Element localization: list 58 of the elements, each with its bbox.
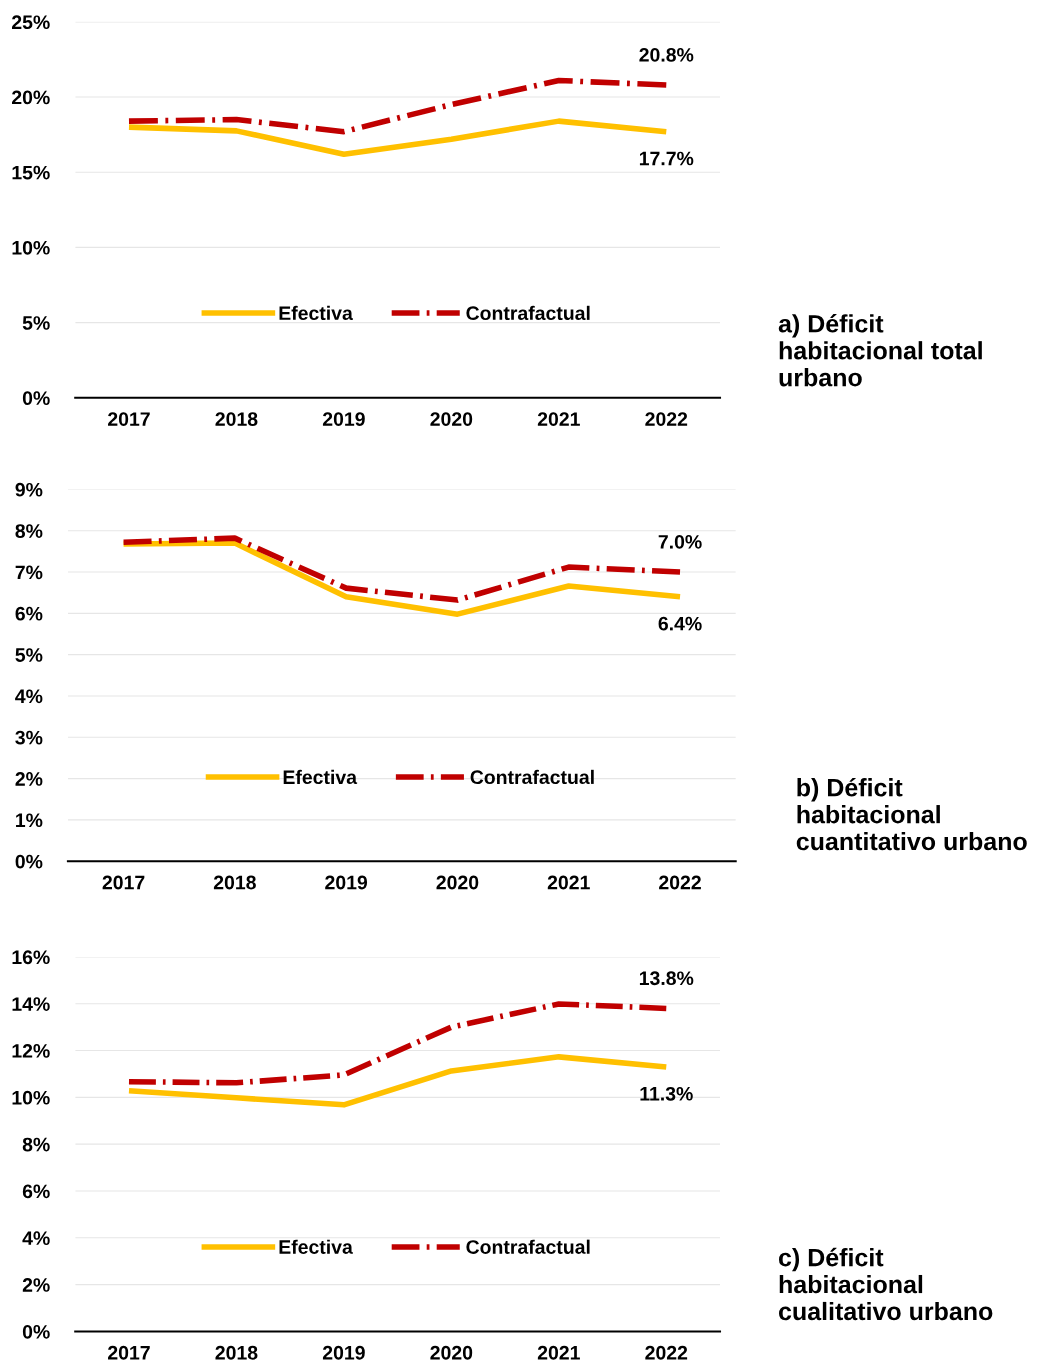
y-tick-label: 2%	[22, 1278, 50, 1292]
data-label: 6.4%	[658, 616, 702, 631]
data-label: 7.0%	[658, 534, 702, 549]
x-tick-label: 2017	[102, 875, 145, 890]
x-tick-label: 2022	[659, 875, 701, 890]
x-tick-label: 2022	[645, 1345, 688, 1360]
y-tick-label: 1%	[16, 813, 43, 828]
x-tick-label: 2018	[213, 875, 256, 890]
y-tick-label: 6%	[15, 606, 43, 621]
y-tick-label: 8%	[22, 1137, 50, 1152]
x-tick-label: 2017	[108, 1345, 150, 1360]
legend-label: Efectiva	[283, 769, 358, 785]
y-tick-label: 0%	[15, 854, 43, 869]
y-tick-label: 8%	[15, 524, 43, 538]
y-tick-label: 6%	[22, 1184, 50, 1199]
x-tick-label: 2018	[215, 412, 258, 426]
y-tick-label: 2%	[15, 772, 43, 786]
y-tick-label: 0%	[22, 1324, 50, 1339]
y-tick-label: 3%	[15, 730, 43, 745]
y-tick-label: 12%	[12, 1044, 50, 1058]
data-label: 13.8%	[639, 971, 694, 986]
legend-label: Contrafactual	[470, 769, 594, 785]
y-tick-label: 25%	[12, 15, 50, 30]
x-tick-label: 2017	[108, 412, 150, 426]
x-tick-label: 2019	[325, 875, 368, 890]
y-tick-label: 16%	[12, 950, 50, 965]
legend-label: Efectiva	[279, 305, 353, 321]
legend-label: Contrafactual	[466, 1239, 590, 1254]
y-tick-label: 20%	[12, 90, 50, 105]
x-tick-label: 2021	[537, 412, 580, 426]
x-tick-label: 2018	[215, 1345, 258, 1360]
x-tick-label: 2020	[430, 1345, 473, 1360]
data-label: 17.7%	[639, 151, 694, 166]
y-tick-label: 15%	[12, 165, 50, 180]
text: b) Déficit habitacional cuantitativo urbano	[796, 777, 1027, 851]
y-tick-label: 0%	[22, 391, 50, 406]
y-tick-label: 5%	[15, 648, 43, 662]
x-tick-label: 2020	[430, 412, 473, 426]
data-label: 20.8%	[639, 47, 694, 62]
y-tick-label: 7%	[15, 565, 43, 580]
y-tick-label: 5%	[22, 316, 50, 330]
x-tick-label: 2020	[436, 875, 479, 890]
y-tick-label: 9%	[15, 482, 43, 497]
x-tick-label: 2021	[537, 1345, 580, 1360]
legend-label: Contrafactual	[466, 305, 590, 321]
x-tick-label: 2022	[645, 412, 688, 426]
y-tick-label: 4%	[22, 1231, 50, 1246]
x-tick-label: 2019	[322, 1345, 365, 1360]
legend-label: Efectiva	[279, 1239, 353, 1254]
y-tick-label: 10%	[12, 1090, 50, 1105]
x-tick-label: 2021	[547, 875, 590, 890]
text: c) Déficit habitacional cualitativo urbano	[779, 1247, 993, 1321]
y-tick-label: 14%	[12, 997, 50, 1011]
data-label: 11.3%	[640, 1086, 693, 1101]
x-tick-label: 2019	[322, 412, 365, 426]
y-tick-label: 10%	[12, 240, 50, 255]
y-tick-label: 4%	[15, 689, 43, 704]
text: a) Déficit habitacional total urbano	[778, 314, 982, 387]
